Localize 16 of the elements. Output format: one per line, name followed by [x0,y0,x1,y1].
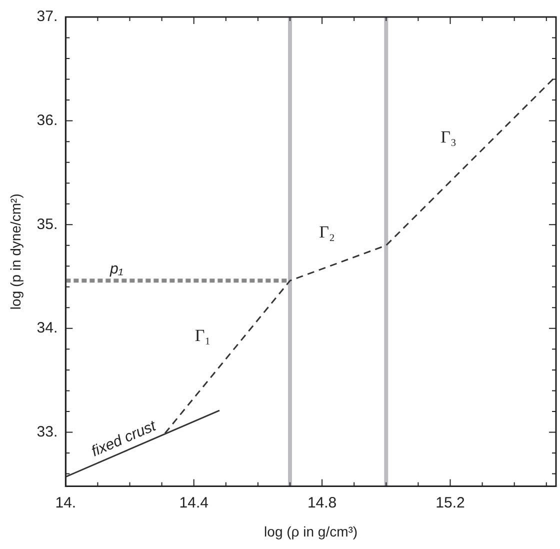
x-axis-title: log (ρ in g/cm³) [264,523,358,540]
y-tick-label: 33. [36,423,58,440]
annotation: Γ₂ [319,222,335,242]
series-label: p₁ [109,260,124,278]
x-tick-label: 14.8 [307,494,337,512]
y-tick-label: 35. [36,216,58,233]
annotation: Γ₁ [194,326,211,346]
y-axis-title: log (p in dyne/cm²) [7,194,24,310]
x-tick-label: 15.2 [436,494,465,512]
y-tick-label: 37. [36,8,58,26]
text: fixed crust [88,417,160,460]
x-tick-label: 14.4 [179,494,208,512]
y-tick-label: 34. [36,320,58,337]
y-tick-label: 36. [36,112,58,129]
x-tick-label: 14. [55,494,76,512]
annotation: Γ₃ [440,128,456,147]
